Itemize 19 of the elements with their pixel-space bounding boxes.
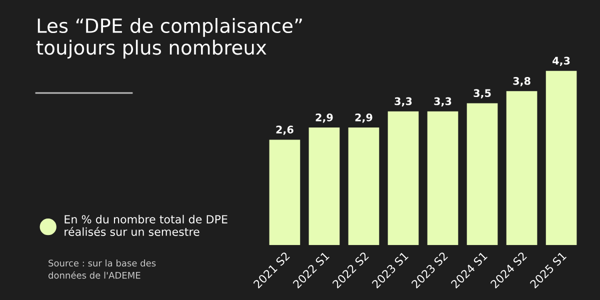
data-label: 2,9 — [355, 113, 372, 123]
data-label: 3,8 — [513, 77, 530, 86]
data-label: 3,5 — [474, 89, 491, 98]
bar — [506, 91, 538, 246]
data-label: 2,6 — [276, 126, 294, 135]
bar — [546, 70, 577, 246]
data-label: 4,3 — [552, 56, 570, 66]
data-label: 3,3 — [434, 97, 452, 106]
bar — [348, 128, 380, 246]
bar — [388, 111, 419, 246]
bar — [466, 103, 498, 246]
chart-title: Les “DPE de complaisance” toujours plus nombreux — [36, 18, 302, 59]
bar — [427, 111, 458, 246]
data-label: 3,3 — [394, 97, 412, 106]
data-label: 2,9 — [316, 113, 333, 123]
legend-label: En % du nombre total de DPE réalisés sur un semestre — [64, 214, 228, 236]
bar — [269, 140, 300, 246]
bar — [308, 128, 340, 246]
source-note: Source : sur la base des données de l'ADEME — [48, 260, 156, 279]
